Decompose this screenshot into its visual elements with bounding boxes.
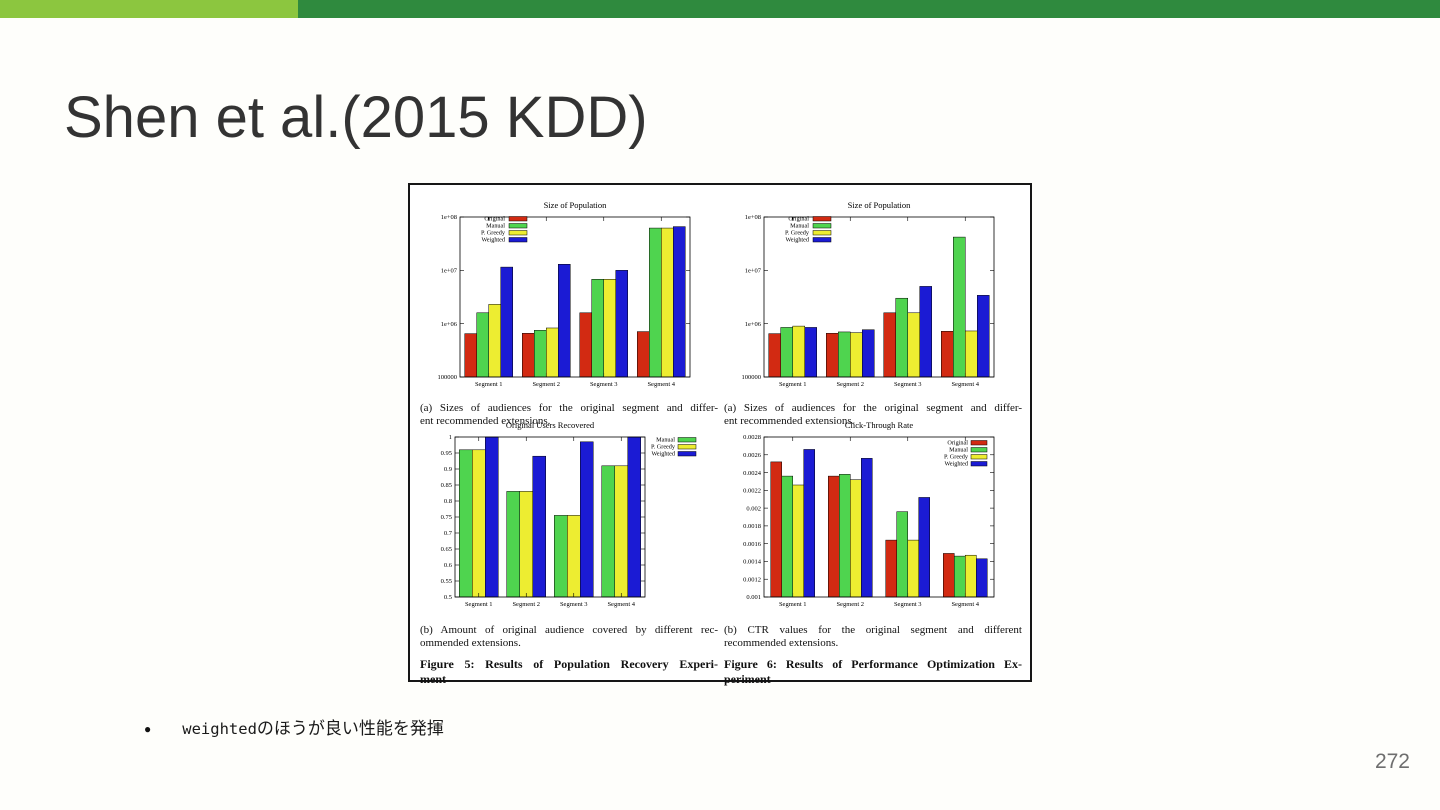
svg-text:P. Greedy: P. Greedy xyxy=(481,230,506,237)
svg-text:0.001: 0.001 xyxy=(746,594,761,601)
bullet-code-text: weighted xyxy=(182,720,257,738)
chart-original-users-recovered: 1 0.95 0.9 0.85 0.8 0.75 0.7 0.65 0.6 0.55 0.5 Segm… xyxy=(441,420,697,608)
svg-text:0.0016: 0.0016 xyxy=(743,541,762,548)
svg-text:Segment 2: Segment 2 xyxy=(512,601,540,608)
caption-a-right: (a) Sizes of audiences for the original … xyxy=(724,402,1022,427)
svg-text:0.9: 0.9 xyxy=(444,466,452,473)
svg-text:0.0012: 0.0012 xyxy=(743,576,761,583)
bullet-jp-text: のほうが良い性能を発揮 xyxy=(256,719,444,738)
svg-text:1e+06: 1e+06 xyxy=(745,321,762,328)
svg-text:Weighted: Weighted xyxy=(651,451,675,458)
top-accent-bar-light xyxy=(0,0,298,18)
svg-text:1e+07: 1e+07 xyxy=(745,268,762,275)
svg-text:0.0018: 0.0018 xyxy=(743,523,761,530)
svg-text:100000: 100000 xyxy=(742,374,762,381)
bullet-marker: ● xyxy=(144,722,152,736)
svg-text:0.0028: 0.0028 xyxy=(743,434,761,441)
svg-text:0.0026: 0.0026 xyxy=(743,452,762,459)
svg-text:1e+07: 1e+07 xyxy=(441,268,458,275)
svg-text:Segment 2: Segment 2 xyxy=(532,381,560,388)
svg-text:Segment 1: Segment 1 xyxy=(779,601,807,608)
svg-text:Original: Original xyxy=(947,440,968,447)
svg-text:Original Users Recovered: Original Users Recovered xyxy=(506,420,595,430)
svg-text:P. Greedy: P. Greedy xyxy=(785,230,810,237)
svg-text:Size of Population: Size of Population xyxy=(848,200,912,210)
svg-text:Segment 4: Segment 4 xyxy=(951,601,979,608)
svg-text:Segment 3: Segment 3 xyxy=(590,381,618,388)
paper-figure: 1e+08 1e+07 1e+06 100000 Segment 1 Segment 2 S… xyxy=(408,183,1032,686)
svg-text:Original: Original xyxy=(484,216,505,223)
svg-text:Weighted: Weighted xyxy=(944,461,968,468)
svg-text:Segment 1: Segment 1 xyxy=(465,601,493,608)
svg-text:Segment 3: Segment 3 xyxy=(894,381,922,388)
svg-text:Segment 3: Segment 3 xyxy=(560,601,588,608)
svg-text:0.0024: 0.0024 xyxy=(743,470,762,477)
svg-text:Weighted: Weighted xyxy=(481,237,505,244)
svg-text:Segment 4: Segment 4 xyxy=(607,601,635,608)
svg-text:Segment 4: Segment 4 xyxy=(647,381,675,388)
svg-text:P. Greedy: P. Greedy xyxy=(944,454,969,461)
svg-text:0.65: 0.65 xyxy=(441,546,452,553)
svg-text:Manual: Manual xyxy=(949,447,968,454)
bullet-text: weightedのほうが良い性能を発揮 xyxy=(182,718,444,740)
svg-text:1: 1 xyxy=(449,434,452,441)
svg-text:0.5: 0.5 xyxy=(444,594,452,601)
svg-text:0.95: 0.95 xyxy=(441,450,452,457)
svg-text:0.6: 0.6 xyxy=(444,562,453,569)
svg-text:Manual: Manual xyxy=(656,437,675,444)
svg-text:Segment 3: Segment 3 xyxy=(894,601,922,608)
svg-text:Size of Population: Size of Population xyxy=(544,200,608,210)
figure6-caption: Figure 6: Results of Performance Optimiz… xyxy=(724,657,1022,686)
svg-text:1e+08: 1e+08 xyxy=(441,214,457,221)
svg-text:0.55: 0.55 xyxy=(441,578,452,585)
top-accent-bar-dark xyxy=(298,0,1440,18)
svg-text:Segment 4: Segment 4 xyxy=(951,381,979,388)
svg-text:Click-Through Rate: Click-Through Rate xyxy=(845,420,913,430)
svg-text:0.002: 0.002 xyxy=(746,505,761,512)
svg-text:Segment 1: Segment 1 xyxy=(779,381,807,388)
svg-text:Segment 2: Segment 2 xyxy=(836,601,864,608)
caption-a-left: (a) Sizes of audiences for the original … xyxy=(420,402,718,427)
chart-click-through-rate: 0.0028 0.0026 0.0024 0.0022 0.002 0.0018 0.001… xyxy=(743,420,995,608)
svg-text:0.8: 0.8 xyxy=(444,498,452,505)
svg-text:Original: Original xyxy=(788,216,809,223)
svg-text:0.75: 0.75 xyxy=(441,514,452,521)
bullet-item: ● weightedのほうが良い性能を発揮 xyxy=(144,718,444,740)
svg-text:100000: 100000 xyxy=(438,374,458,381)
svg-text:Segment 1: Segment 1 xyxy=(475,381,503,388)
top-accent-bar xyxy=(0,0,1440,18)
figure5-caption: Figure 5: Results of Population Recovery… xyxy=(420,657,718,686)
svg-text:1e+08: 1e+08 xyxy=(745,214,761,221)
svg-text:P. Greedy: P. Greedy xyxy=(651,444,676,451)
slide-title: Shen et al.(2015 KDD) xyxy=(64,85,648,150)
chart-size-of-population-left: 1e+08 1e+07 1e+06 100000 Segment 1 Segment 2 S… xyxy=(438,200,691,388)
svg-text:0.0014: 0.0014 xyxy=(743,559,762,566)
caption-b-left: (b) Amount of original audience covered … xyxy=(420,624,718,649)
svg-text:1e+06: 1e+06 xyxy=(441,321,458,328)
caption-b-right: (b) CTR values for the original segment … xyxy=(724,624,1022,649)
svg-text:0.0022: 0.0022 xyxy=(743,488,761,495)
svg-text:0.7: 0.7 xyxy=(444,530,453,537)
chart-size-of-population-right: 1e+08 1e+07 1e+06 100000 Segment 1 Segment 2 S… xyxy=(742,200,995,388)
svg-text:Weighted: Weighted xyxy=(785,237,809,244)
svg-text:0.85: 0.85 xyxy=(441,482,452,489)
page-number: 272 xyxy=(1374,750,1410,773)
svg-text:Manual: Manual xyxy=(790,223,809,230)
svg-text:Segment 2: Segment 2 xyxy=(836,381,864,388)
svg-text:Manual: Manual xyxy=(486,223,505,230)
